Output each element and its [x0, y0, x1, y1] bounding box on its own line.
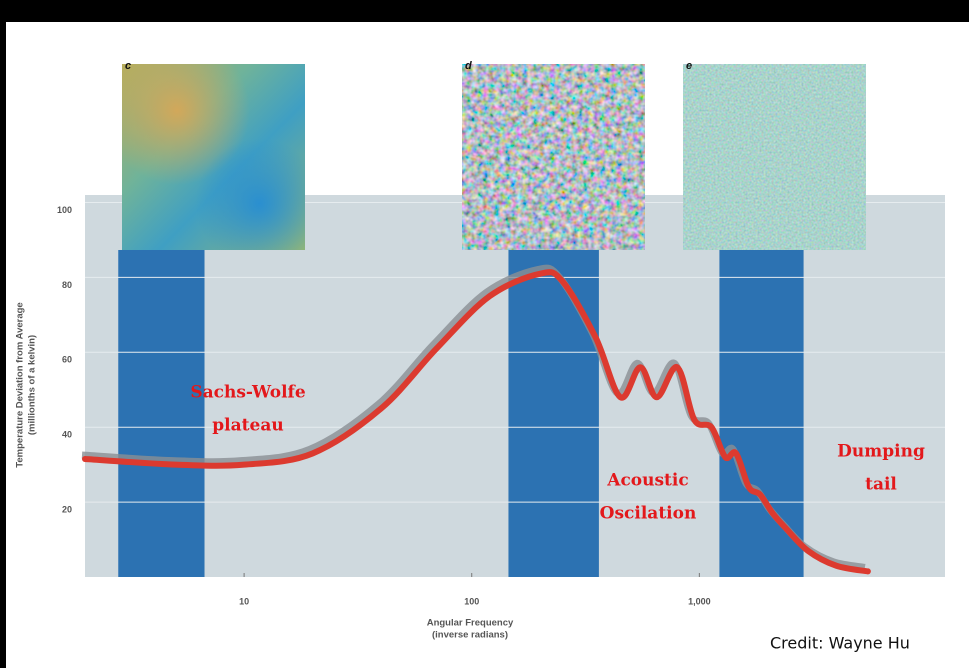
y-tick-label: 80 [62, 280, 72, 290]
y-tick-label: 20 [62, 504, 72, 514]
x-tick-label: 10 [239, 596, 249, 606]
sky-map [462, 64, 645, 250]
left-bar [0, 0, 6, 668]
top-bar [0, 0, 969, 22]
x-tick-label: 1,000 [688, 596, 711, 606]
annotation: Acoustic [606, 471, 688, 491]
credit: Credit: Wayne Hu [770, 634, 910, 653]
scale-band [719, 250, 804, 577]
scale-band [508, 250, 599, 577]
annotation: Dumping [837, 442, 925, 462]
annotation: tail [865, 475, 897, 495]
y-tick-label: 100 [57, 205, 72, 215]
scale-band [118, 250, 205, 577]
panel-label: e [686, 60, 692, 72]
annotation: Oscilation [600, 504, 697, 524]
spectrum-curve [82, 269, 871, 575]
y-tick-label: 60 [62, 355, 72, 365]
annotation: Sachs-Wolfe [190, 383, 306, 403]
panel-label: d [465, 60, 472, 72]
x-axis-label: Angular Frequency [427, 618, 514, 629]
y-axis-sublabel: (millionths of a kelvin) [27, 335, 38, 435]
y-axis-label: Temperature Deviation from Average [15, 302, 26, 467]
annotation: plateau [212, 416, 283, 436]
sky-map [683, 64, 866, 250]
sky-map-overlay [122, 64, 305, 250]
panel-label: c [125, 60, 131, 72]
x-axis-sublabel: (inverse radians) [432, 630, 508, 641]
x-tick-label: 100 [464, 596, 479, 606]
y-tick-label: 40 [62, 430, 72, 440]
